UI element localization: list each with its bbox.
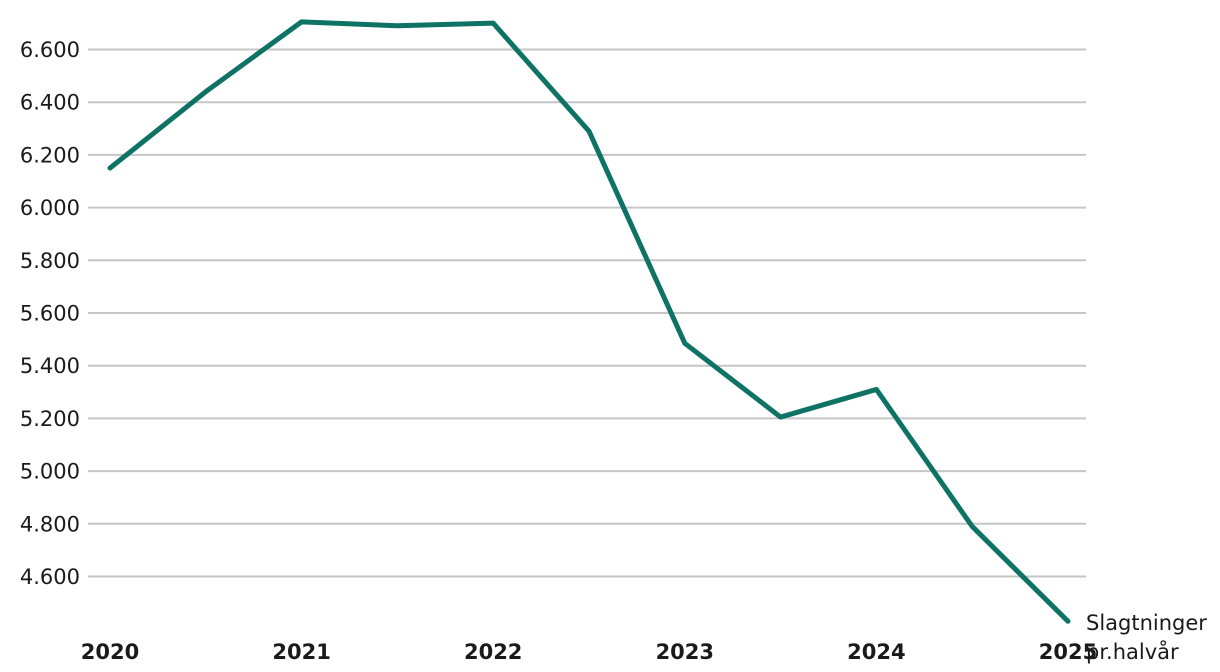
y-tick-label: 5.800 <box>20 249 80 273</box>
y-axis-labels: 6.600 6.400 6.200 6.000 5.800 5.600 5.400 5.200… <box>20 38 80 589</box>
x-tick-label: 2020 <box>81 640 139 664</box>
y-tick-label: 5.200 <box>20 407 80 431</box>
y-tick-label: 6.000 <box>20 196 80 220</box>
x-tick-label: 2023 <box>656 640 714 664</box>
y-tick-label: 5.000 <box>20 460 80 484</box>
x-axis-labels: 2020 2021 2022 2023 2024 2025 <box>81 640 1097 664</box>
y-tick-label: 6.600 <box>20 38 80 62</box>
y-tick-label: 6.400 <box>20 91 80 115</box>
series-annotation: Slagtninger pr.halvår <box>1086 611 1207 664</box>
y-tick-label: 5.400 <box>20 354 80 378</box>
series-annotation-line1: Slagtninger <box>1086 611 1207 635</box>
series-line <box>107 19 1071 624</box>
y-tick-label: 4.800 <box>20 512 80 536</box>
x-tick-label: 2025 <box>1039 640 1097 664</box>
y-tick-label: 5.600 <box>20 302 80 326</box>
x-tick-label: 2021 <box>272 640 330 664</box>
y-tick-label: 4.600 <box>20 565 80 589</box>
y-tick-label: 6.200 <box>20 143 80 167</box>
x-tick-label: 2024 <box>847 640 905 664</box>
x-tick-label: 2022 <box>464 640 522 664</box>
series-annotation-line2: pr.halvår <box>1086 639 1179 664</box>
gridlines <box>88 48 1086 578</box>
